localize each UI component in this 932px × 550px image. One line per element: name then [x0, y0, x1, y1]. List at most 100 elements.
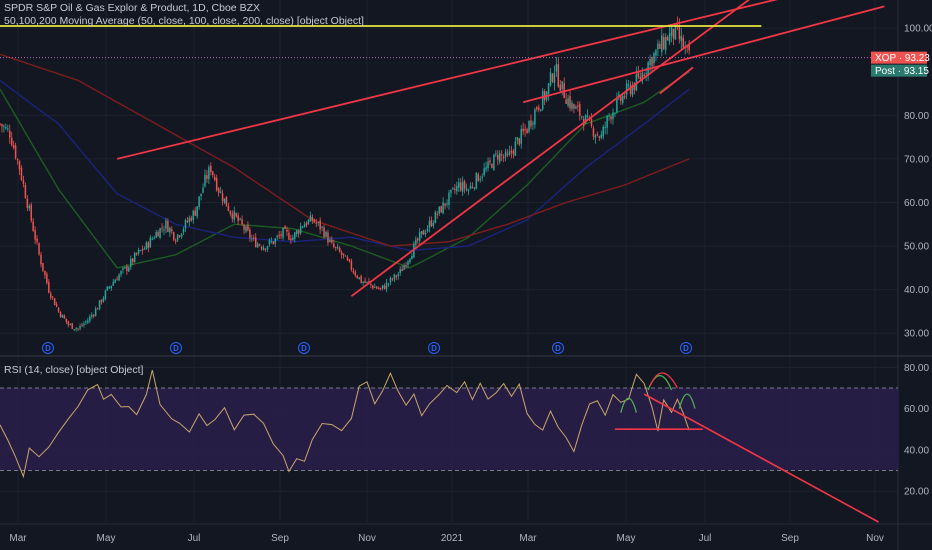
- candle[interactable]: [352, 268, 355, 275]
- candle[interactable]: [664, 33, 667, 55]
- candle[interactable]: [24, 182, 27, 199]
- candle[interactable]: [456, 181, 458, 195]
- candle[interactable]: [53, 298, 56, 306]
- candle[interactable]: [586, 109, 589, 119]
- candle[interactable]: [436, 211, 439, 219]
- candle[interactable]: [577, 101, 579, 112]
- candle[interactable]: [426, 224, 429, 233]
- candle[interactable]: [600, 130, 603, 140]
- candle[interactable]: [14, 142, 17, 160]
- candle[interactable]: [221, 189, 224, 206]
- candle[interactable]: [139, 249, 142, 252]
- candle[interactable]: [596, 131, 599, 137]
- candle[interactable]: [331, 236, 333, 245]
- candle[interactable]: [680, 28, 683, 50]
- candle[interactable]: [547, 82, 550, 101]
- candle[interactable]: [407, 260, 409, 269]
- candle[interactable]: [32, 218, 34, 232]
- candle[interactable]: [465, 183, 468, 192]
- candle[interactable]: [430, 216, 433, 228]
- candle[interactable]: [489, 157, 491, 166]
- candle[interactable]: [98, 300, 101, 311]
- candle[interactable]: [55, 301, 58, 308]
- candle[interactable]: [374, 283, 376, 288]
- candle[interactable]: [194, 207, 196, 217]
- candle[interactable]: [452, 187, 454, 190]
- candle[interactable]: [57, 307, 60, 313]
- candle[interactable]: [424, 229, 427, 238]
- candle[interactable]: [459, 178, 462, 192]
- candle[interactable]: [391, 277, 394, 282]
- candle[interactable]: [172, 231, 175, 242]
- candle[interactable]: [233, 206, 236, 224]
- candle[interactable]: [223, 198, 226, 204]
- candle[interactable]: [147, 241, 150, 253]
- candle[interactable]: [270, 237, 273, 244]
- candle[interactable]: [20, 165, 23, 182]
- candle[interactable]: [249, 227, 251, 242]
- candle[interactable]: [251, 234, 253, 243]
- candle[interactable]: [612, 108, 614, 125]
- candle[interactable]: [602, 124, 604, 140]
- candle[interactable]: [631, 81, 634, 98]
- candle[interactable]: [120, 270, 122, 277]
- candle[interactable]: [481, 173, 483, 182]
- candle[interactable]: [666, 35, 669, 41]
- candle[interactable]: [516, 136, 519, 145]
- candle[interactable]: [536, 105, 538, 112]
- candle[interactable]: [520, 124, 522, 149]
- candle[interactable]: [604, 121, 606, 135]
- candle[interactable]: [506, 149, 509, 158]
- candle[interactable]: [196, 206, 198, 219]
- candle[interactable]: [340, 250, 343, 259]
- candle[interactable]: [483, 162, 485, 177]
- candle[interactable]: [51, 295, 54, 300]
- candle[interactable]: [79, 323, 81, 331]
- candle[interactable]: [81, 322, 83, 327]
- candle[interactable]: [1, 123, 3, 133]
- candle[interactable]: [202, 183, 204, 194]
- candle[interactable]: [479, 175, 481, 183]
- candle[interactable]: [0, 122, 1, 126]
- candle[interactable]: [399, 266, 401, 277]
- candle[interactable]: [307, 218, 310, 225]
- candle[interactable]: [461, 176, 464, 197]
- candle[interactable]: [508, 145, 511, 157]
- candle[interactable]: [495, 150, 497, 157]
- candle[interactable]: [397, 271, 399, 280]
- candle[interactable]: [116, 276, 118, 281]
- candle[interactable]: [422, 229, 425, 235]
- candle[interactable]: [475, 172, 478, 190]
- candle[interactable]: [188, 215, 191, 227]
- candle[interactable]: [573, 103, 575, 114]
- candle[interactable]: [627, 80, 630, 89]
- candle[interactable]: [532, 120, 534, 130]
- candle[interactable]: [174, 238, 177, 245]
- candle[interactable]: [688, 39, 690, 55]
- candle[interactable]: [381, 285, 384, 291]
- candle[interactable]: [561, 81, 563, 96]
- candle[interactable]: [315, 218, 318, 227]
- candle[interactable]: [96, 307, 99, 310]
- candle[interactable]: [592, 125, 595, 140]
- candle[interactable]: [274, 237, 277, 248]
- candle[interactable]: [565, 92, 567, 104]
- candle[interactable]: [67, 320, 70, 328]
- candle[interactable]: [348, 258, 351, 263]
- candle[interactable]: [335, 246, 337, 251]
- candle[interactable]: [254, 233, 257, 248]
- candle[interactable]: [256, 242, 259, 248]
- candle[interactable]: [510, 145, 513, 159]
- candle[interactable]: [75, 326, 77, 332]
- candle[interactable]: [22, 175, 25, 188]
- candle[interactable]: [442, 197, 444, 215]
- candle[interactable]: [229, 210, 232, 217]
- candle[interactable]: [176, 234, 179, 242]
- candle[interactable]: [212, 170, 214, 178]
- candle[interactable]: [239, 217, 241, 221]
- candle[interactable]: [428, 216, 431, 233]
- candle[interactable]: [514, 136, 517, 156]
- candle[interactable]: [262, 244, 265, 251]
- candle[interactable]: [309, 211, 312, 222]
- candle[interactable]: [227, 202, 230, 212]
